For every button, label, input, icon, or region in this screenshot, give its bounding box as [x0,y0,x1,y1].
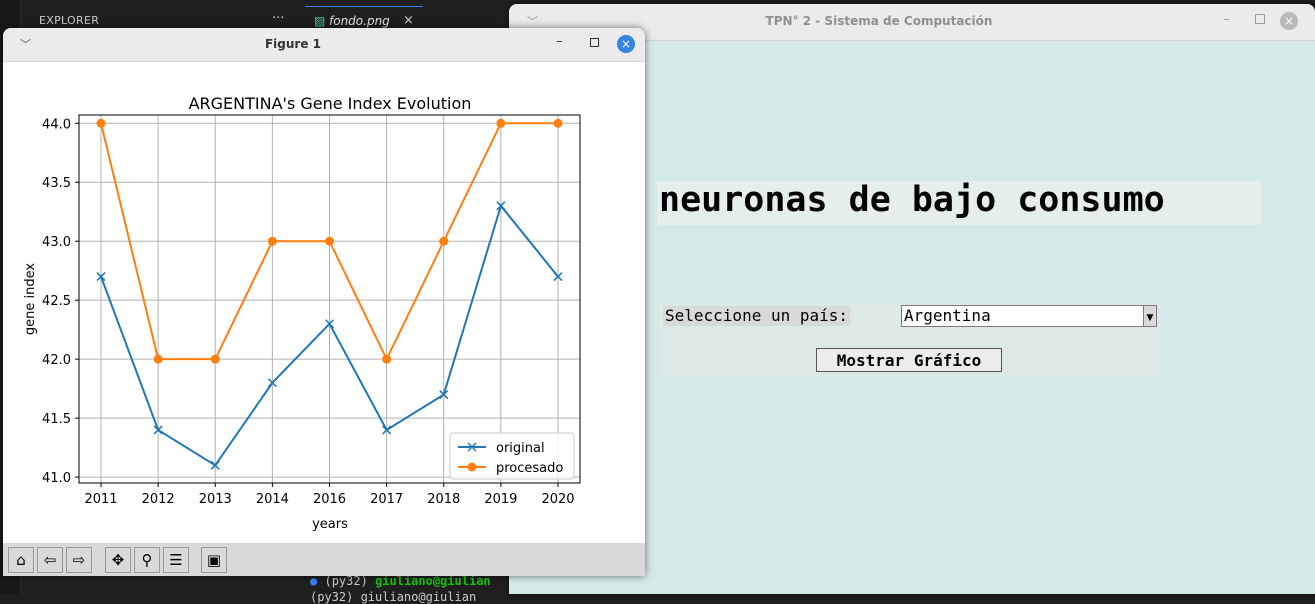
data-point-procesado [553,118,563,128]
close-button[interactable]: × [1280,12,1298,30]
marker-stroke [496,201,506,211]
x-tick-label: 2016 [313,492,346,507]
legend-marker [467,442,477,452]
data-point-original [439,390,449,400]
data-point-original [496,201,506,211]
data-point-original [324,319,335,329]
y-tick-label: 43.5 [42,176,71,191]
pan-icon[interactable]: ✥ [105,547,131,573]
figure-titlebar: ﹀ Figure 1 – × [3,28,645,62]
country-select[interactable]: Argentina ▼ [901,305,1157,327]
terminal-env: (py32) [324,574,368,588]
marker-stroke [324,319,335,329]
terminal-dot-icon: ● [310,574,318,588]
dropdown-arrow-icon[interactable]: ▼ [1143,306,1156,326]
chart-title: ARGENTINA's Gene Index Evolution [189,94,472,113]
y-tick-label: 41.0 [42,471,71,486]
app-title: TPN° 2 - Sistema de Computación [765,14,993,28]
more-actions-icon[interactable]: ··· [272,11,285,26]
data-point-original [153,425,163,435]
y-tick-label: 42.5 [42,294,71,309]
y-tick-label: 43.0 [42,235,71,250]
legend-marker [467,462,477,472]
zoom-icon[interactable]: ⚲ [134,547,160,573]
marker-stroke [153,425,163,435]
data-point-procesado [96,118,106,128]
x-tick-label: 2018 [427,492,460,507]
close-button[interactable]: × [617,35,635,53]
x-tick-label: 2017 [370,492,403,507]
x-tick-label: 2012 [142,492,175,507]
y-tick-label: 44.0 [42,117,71,132]
marker-stroke [267,378,277,388]
explorer-title: EXPLORER [39,14,100,27]
heading-background [657,181,1261,225]
maximize-button[interactable] [1255,14,1265,24]
app-heading: neuronas de bajo consumo [659,180,1165,220]
chart-xlabel: years [312,517,348,532]
legend-label: procesado [496,461,563,476]
data-point-procesado [382,354,392,364]
country-label: Seleccione un país: [663,306,851,326]
chevron-down-icon[interactable]: ﹀ [20,38,31,51]
terminal-line: ● (py32) giuliano@giulian [310,574,491,588]
data-point-procesado [210,354,220,364]
configure-icon[interactable]: ☰ [163,547,189,573]
back-icon[interactable]: ⇦ [37,547,63,573]
show-chart-button[interactable]: Mostrar Gráfico [816,348,1002,372]
y-tick-label: 41.5 [42,412,71,427]
figure-toolbar: ⌂ ⇦ ⇨ ✥ ⚲ ☰ ▣ [3,543,645,576]
terminal-user: giuliano@giulian [375,574,491,588]
chart-grid [79,115,580,483]
x-tick-label: 2020 [541,492,574,507]
forward-icon[interactable]: ⇨ [66,547,92,573]
x-tick-label: 2011 [84,492,117,507]
chart-legend: original procesado [449,432,575,480]
explorer-header: EXPLORER ··· [20,8,300,34]
marker-stroke [96,272,106,282]
data-point-procesado [439,236,449,246]
marker-stroke [382,425,392,435]
data-point-original [210,460,220,470]
editor-tab-label: fondo.png [329,14,390,28]
home-icon[interactable]: ⌂ [8,547,34,573]
figure-title: Figure 1 [264,37,322,51]
save-icon[interactable]: ▣ [201,547,227,573]
data-point-original [553,272,563,282]
minimize-button[interactable]: – [556,34,563,49]
chart-canvas: 2011 2012 2013 2014 2016 2017 2018 2019 2020 41.0… [23,94,581,532]
terminal-line: (py32) giuliano@giulian [310,590,477,604]
legend-label: original [496,441,545,456]
y-tick-label: 42.0 [42,353,71,368]
data-point-procesado [496,118,506,128]
image-file-icon: ▨ [314,14,326,28]
marker-stroke [553,272,563,282]
data-point-original [382,425,392,435]
x-tick-label: 2019 [484,492,517,507]
chart-ylabel: gene index [23,263,38,335]
maximize-button[interactable] [590,38,599,47]
data-point-procesado [325,236,334,246]
x-tick-label: 2013 [199,492,232,507]
chart-series [96,118,563,470]
data-point-original [267,378,277,388]
marker-stroke [439,390,449,400]
chevron-down-icon[interactable]: ﹀ [527,15,538,28]
chart-ticks: 2011 2012 2013 2014 2016 2017 2018 2019 2020 41.0… [42,117,575,507]
data-point-procesado [153,354,163,364]
marker-stroke [210,460,220,470]
tab-close-icon[interactable]: × [403,13,414,28]
data-point-procesado [267,236,277,246]
x-tick-label: 2014 [256,492,289,507]
country-select-value: Argentina [904,306,991,325]
figure-window: ﹀ Figure 1 – × 2011 2012 2013 2014 2016 2017 2… [3,28,645,576]
minimize-button[interactable]: – [1223,12,1230,27]
marker-stroke [467,442,477,452]
data-point-original [96,272,106,282]
